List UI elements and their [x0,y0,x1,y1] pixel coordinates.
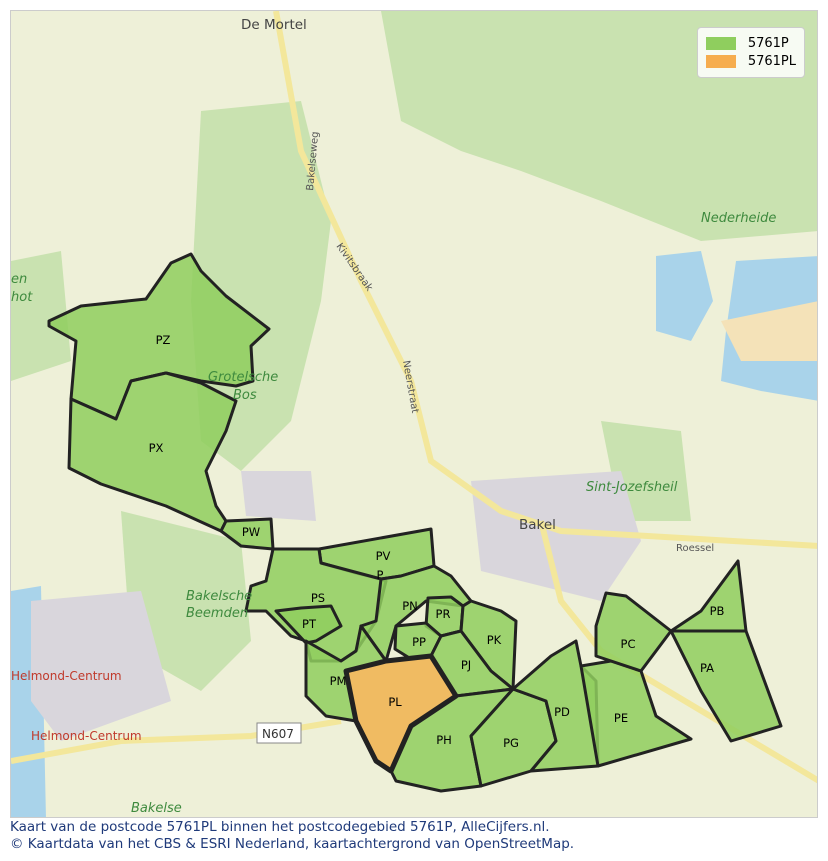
label-PR: PR [436,607,451,621]
map-canvas[interactable]: PZ PX PW PV P PS PT PN PR PP PK PJ PM PL… [11,11,818,818]
legend: 5761P 5761PL [696,27,805,78]
label-PN: PN [402,599,418,613]
label-PD: PD [554,705,570,719]
map[interactable]: PZ PX PW PV P PS PT PN PR PP PK PJ PM PL… [10,10,818,818]
street-bakelseweg: Bakelseweg [305,131,321,191]
label-PV: PV [376,549,391,563]
label-PG: PG [503,736,519,750]
sand-area [721,301,817,361]
area-labels: PZ PX PW PV P PS PT PN PR PP PK PJ PM PL… [149,333,725,750]
label-PZ: PZ [156,333,171,347]
label-PS: PS [311,591,325,605]
legend-item-5761pl: 5761PL [705,54,796,69]
street-roessel: Roessel [676,543,714,554]
label-PB: PB [710,604,725,618]
legend-swatch [705,55,736,68]
label-PK: PK [487,633,502,647]
legend-swatch [705,37,736,50]
label-PA: PA [700,661,714,675]
area-PL[interactable] [343,653,459,774]
place-hot: hot [11,290,33,305]
label-PW: PW [242,525,260,539]
place-en: en [11,272,27,287]
label-P: P [377,568,384,582]
label-PP: PP [412,635,426,649]
caption-attribution: © Kaartdata van het CBS & ESRI Nederland… [10,836,575,852]
area-PX[interactable] [67,371,238,533]
place-de-mortel: De Mortel [241,17,307,33]
place-nederheide: Nederheide [701,211,776,226]
area-PC[interactable] [594,591,673,673]
place-bakelse: Bakelse [131,801,182,816]
label-PC: PC [621,637,636,651]
legend-label: 5761PL [747,54,796,69]
place-beemden: Beemden [186,606,248,621]
label-PJ: PJ [461,658,471,672]
place-sint-jozefsheil: Sint-Jozefsheil [586,480,678,495]
label-PH: PH [436,733,452,747]
road-n607: N607 [262,727,294,741]
area-PW[interactable] [219,517,275,551]
label-PM: PM [330,674,347,688]
label-PX: PX [149,441,164,455]
place-bakelsche: Bakelsche [186,589,252,604]
label-PE: PE [614,711,628,725]
built-up-areas [31,471,641,741]
place-helmond-centrum-2: Helmond-Centrum [31,729,142,743]
label-PL: PL [388,695,402,709]
legend-item-5761p: 5761P [705,36,796,51]
place-helmond-centrum-1: Helmond-Centrum [11,669,122,683]
area-PA[interactable] [669,629,783,743]
place-bakel: Bakel [519,517,556,533]
place-grotelsche: Grotelsche [208,370,278,385]
caption-title: Kaart van de postcode 5761PL binnen het … [10,819,550,835]
place-bos: Bos [233,388,257,403]
legend-label: 5761P [747,36,789,51]
road-shield-n607 [256,722,302,744]
label-PT: PT [302,617,317,631]
postcode-areas [47,252,783,793]
